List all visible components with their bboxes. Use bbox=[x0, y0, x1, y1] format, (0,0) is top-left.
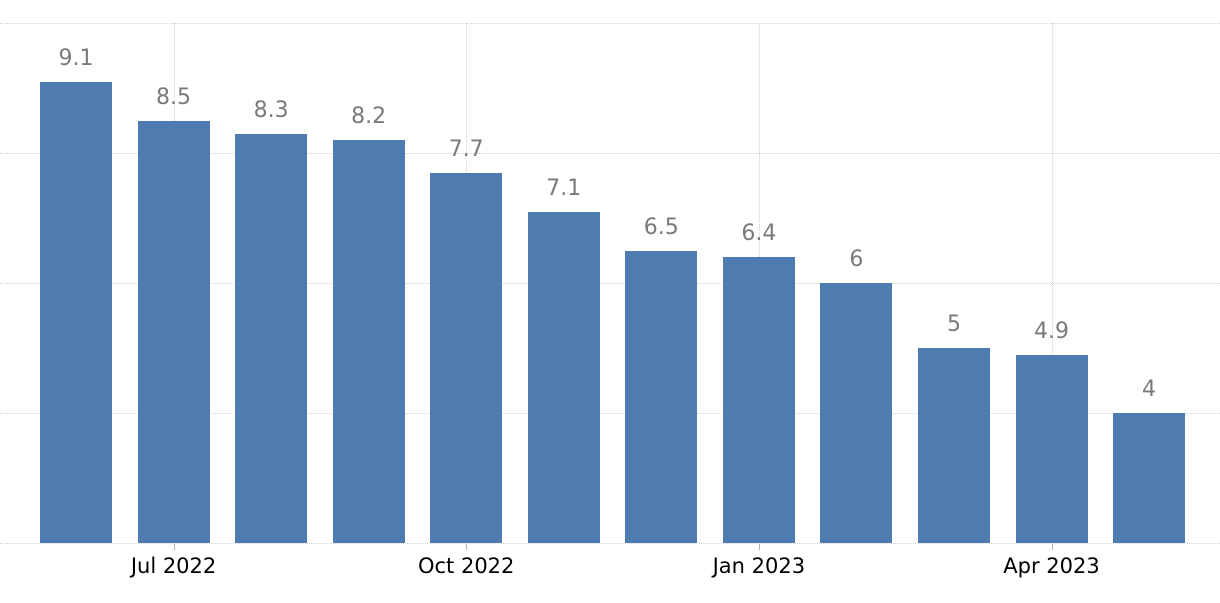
x-axis-tick bbox=[758, 544, 760, 550]
bar-value-label: 8.2 bbox=[351, 104, 387, 129]
bar[interactable] bbox=[722, 257, 795, 543]
x-axis-line bbox=[0, 543, 1220, 544]
x-axis-tick bbox=[1051, 544, 1053, 550]
vertical-gridline bbox=[1051, 23, 1053, 543]
bar[interactable] bbox=[430, 172, 503, 543]
x-axis-tick bbox=[466, 544, 468, 550]
x-axis-label-oct-2022: Oct 2022 bbox=[417, 554, 515, 578]
horizontal-gridline bbox=[0, 283, 1220, 284]
bar-value-label: 4 bbox=[1142, 377, 1157, 402]
bar[interactable] bbox=[137, 120, 210, 543]
bar-value-label: 6.5 bbox=[643, 214, 679, 240]
bar[interactable] bbox=[625, 250, 698, 543]
horizontal-gridline bbox=[0, 413, 1220, 414]
bar[interactable] bbox=[235, 133, 308, 543]
horizontal-gridline bbox=[0, 153, 1220, 154]
bar[interactable] bbox=[40, 81, 112, 543]
bar-value-label: 8.5 bbox=[156, 84, 192, 110]
bar[interactable] bbox=[820, 283, 893, 543]
bar[interactable] bbox=[917, 348, 990, 543]
bar-value-label: 4.9 bbox=[1034, 318, 1069, 344]
bar-value-label: 6 bbox=[849, 247, 864, 272]
x-axis-label-jul-2022: Jul 2022 bbox=[130, 554, 217, 578]
x-axis-tick bbox=[173, 544, 175, 550]
bar[interactable] bbox=[1113, 413, 1186, 543]
bar[interactable] bbox=[527, 211, 600, 543]
bar[interactable] bbox=[1015, 354, 1088, 543]
bar-value-label: 5 bbox=[946, 312, 961, 337]
x-axis-label-jan-2023: Jan 2023 bbox=[712, 554, 806, 578]
bar-value-label: 9.1 bbox=[58, 45, 94, 71]
bar-value-label: 7.1 bbox=[546, 175, 582, 201]
bar[interactable] bbox=[332, 140, 405, 543]
x-axis-label-apr-2023: Apr 2023 bbox=[1003, 554, 1100, 578]
horizontal-gridline bbox=[0, 23, 1220, 24]
bar-value-label: 7.7 bbox=[448, 136, 484, 162]
bar-value-label: 8.3 bbox=[253, 97, 289, 123]
bar-value-label: 6.4 bbox=[741, 221, 777, 246]
